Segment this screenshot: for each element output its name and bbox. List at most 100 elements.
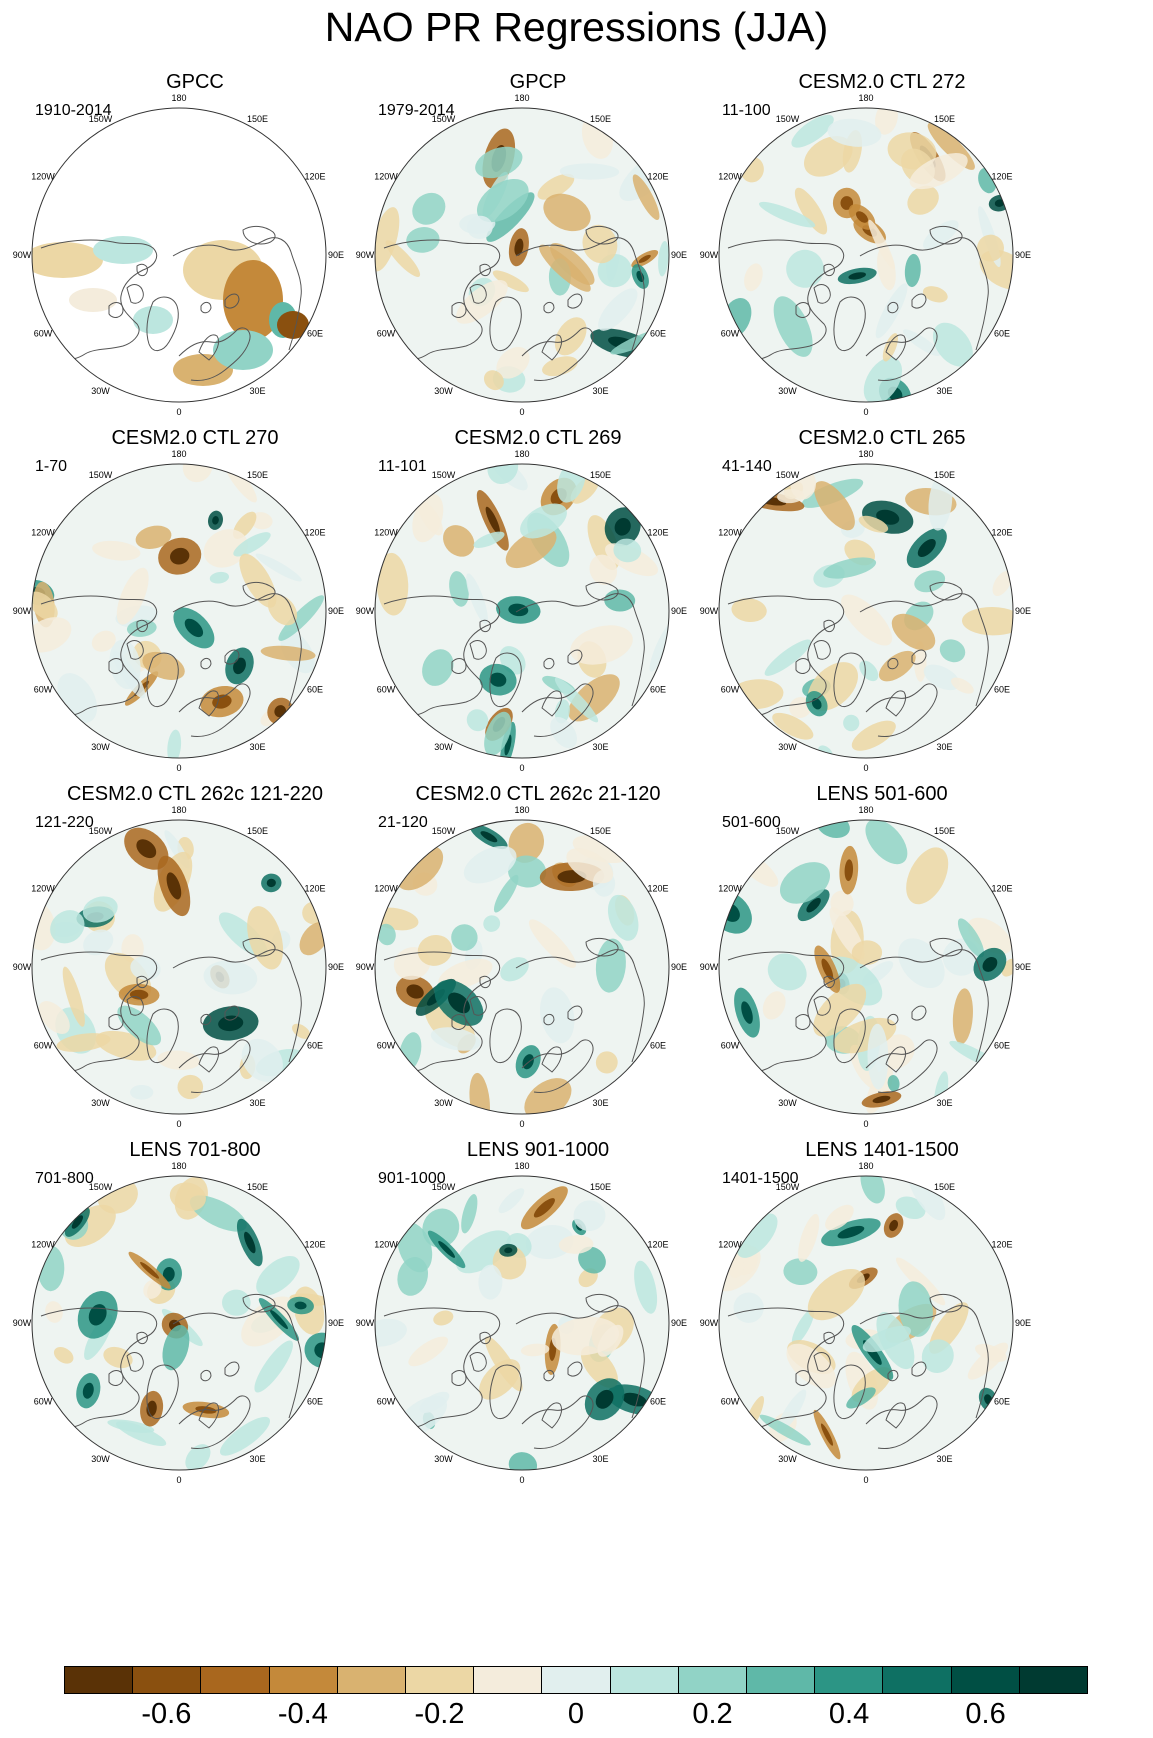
- field-contour: [825, 1204, 854, 1231]
- longitude-label: 90E: [1015, 250, 1031, 260]
- field-contour: [469, 1072, 490, 1114]
- longitude-label: 30W: [778, 1098, 797, 1108]
- field-contour: [375, 207, 400, 272]
- field-contour-core: [129, 989, 149, 1000]
- field-contour: [841, 594, 893, 646]
- longitude-label: 60E: [994, 685, 1010, 695]
- field-contour: [632, 174, 660, 221]
- coastline: [865, 683, 938, 737]
- longitude-label: 90E: [671, 250, 687, 260]
- coastline: [108, 263, 148, 318]
- longitude-label: 120E: [991, 1240, 1012, 1250]
- coastlines: [40, 937, 302, 1093]
- field-contour: [528, 919, 577, 968]
- longitude-label: 60W: [377, 329, 396, 339]
- field-contour: [914, 570, 946, 593]
- longitude-label: 120E: [304, 884, 325, 894]
- field-contour: [82, 896, 118, 923]
- field-contour: [604, 589, 636, 612]
- precip-field: [719, 820, 1013, 1114]
- field-contour: [492, 270, 529, 293]
- longitude-label: 120W: [718, 172, 742, 182]
- coastline: [200, 1361, 240, 1382]
- colorbar-swatch: [678, 1667, 748, 1693]
- figure-title: NAO PR Regressions (JJA): [324, 4, 829, 50]
- longitude-label: 120E: [647, 884, 668, 894]
- coastline: [198, 1046, 220, 1073]
- field-contour-core: [485, 506, 500, 534]
- coastline: [727, 951, 845, 1077]
- coastlines: [727, 581, 989, 737]
- precip-field: [375, 464, 669, 758]
- longitude-label: 90E: [671, 1318, 687, 1328]
- colorbar-swatch: [1019, 1667, 1088, 1693]
- coastlines: [40, 581, 302, 737]
- field-contour: [798, 1213, 820, 1262]
- field-contour: [32, 591, 58, 621]
- field-contour: [247, 906, 284, 970]
- field-contour-core: [514, 238, 524, 256]
- panel-period: 1-70: [35, 458, 68, 475]
- map-panel: CESM2.0 CTL 262c 121-220 180 150E 120E 90E 60…: [3, 782, 387, 1177]
- panel-title: CESM2.0 CTL 270: [111, 427, 279, 449]
- longitude-label: 180: [171, 1161, 186, 1171]
- longitude-label: 150W: [776, 1182, 800, 1192]
- precip-field: [719, 464, 1013, 758]
- longitude-label: 150E: [247, 470, 268, 480]
- field-contour: [862, 1325, 911, 1353]
- longitude-label: 90E: [328, 606, 344, 616]
- field-contour: [508, 822, 545, 863]
- field-contour-core: [636, 270, 645, 283]
- longitude-label: 150E: [247, 1182, 268, 1192]
- field-contour: [898, 938, 945, 989]
- longitude-label: 150E: [590, 826, 611, 836]
- longitude-label: 30W: [91, 1454, 110, 1464]
- field-contour-core: [218, 1015, 244, 1032]
- longitude-label: 60W: [377, 1041, 396, 1051]
- precip-field: [719, 1176, 1013, 1470]
- field-contour: [589, 554, 618, 586]
- coastline: [859, 1305, 989, 1419]
- longitude-label: 120E: [304, 172, 325, 182]
- field-contour-core: [88, 1304, 107, 1326]
- longitude-label: 120W: [31, 528, 55, 538]
- field-contour: [957, 918, 985, 958]
- colorbar-swatch: [337, 1667, 407, 1693]
- longitude-label: 90E: [1015, 1318, 1031, 1328]
- field-contour-core: [314, 1342, 326, 1359]
- coastline: [242, 937, 276, 957]
- longitude-label: 90E: [671, 962, 687, 972]
- coastline: [489, 296, 522, 351]
- longitude-label: 30W: [778, 742, 797, 752]
- polar-map: 180 150E 120E 90E 60E 30E 0 30W 60W 90W 120W 150W: [700, 805, 1031, 1129]
- coastline: [172, 593, 302, 707]
- longitude-label: 180: [514, 805, 529, 815]
- field-contour: [467, 215, 493, 239]
- coastline: [885, 1046, 907, 1073]
- longitude-label: 120E: [647, 528, 668, 538]
- field-contour: [554, 677, 599, 723]
- field-contour-core: [741, 1001, 753, 1024]
- longitude-label: 180: [858, 449, 873, 459]
- longitude-label: 0: [519, 407, 524, 417]
- field-contour: [173, 354, 233, 386]
- longitude-label: 60W: [721, 1397, 740, 1407]
- longitude-label: 30E: [249, 1454, 265, 1464]
- longitude-label: 120W: [31, 1240, 55, 1250]
- coastline: [451, 263, 491, 318]
- longitude-label: 150W: [89, 470, 113, 480]
- coastline: [727, 239, 845, 365]
- coastline: [521, 327, 594, 381]
- coastline: [146, 296, 179, 351]
- longitude-label: 120E: [647, 1240, 668, 1250]
- field-contour: [554, 317, 587, 356]
- field-contour: [733, 1292, 764, 1323]
- field-contour-core: [844, 859, 854, 882]
- field-contour: [385, 240, 421, 277]
- field-contour: [412, 192, 446, 225]
- field-contour-core: [166, 872, 182, 900]
- field-contour: [907, 185, 939, 215]
- coastline: [108, 619, 148, 674]
- longitude-label: 120W: [374, 172, 398, 182]
- polar-map: 180 150E 120E 90E 60E 30E 0 30W 60W 90W 120W 150W: [700, 449, 1031, 773]
